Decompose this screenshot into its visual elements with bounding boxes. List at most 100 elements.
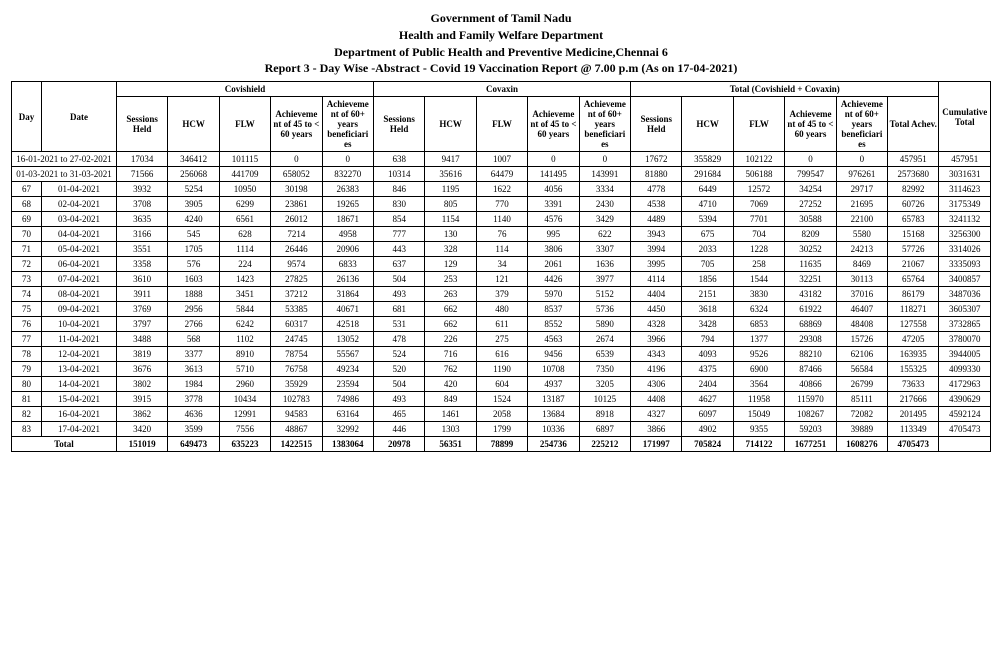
cs-flw: FLW <box>219 97 270 152</box>
day-cell: 78 <box>12 347 42 362</box>
data-cell: 85111 <box>836 392 887 407</box>
data-cell: 3806 <box>528 242 579 257</box>
data-cell: 3944005 <box>939 347 991 362</box>
data-cell: 9574 <box>271 257 322 272</box>
data-cell: 37016 <box>836 287 887 302</box>
header-line1: Government of Tamil Nadu <box>11 10 991 27</box>
data-cell: 4627 <box>682 392 733 407</box>
data-cell: 74986 <box>322 392 373 407</box>
data-cell: 2573680 <box>888 167 939 182</box>
data-cell: 4778 <box>631 182 682 197</box>
data-cell: 777 <box>373 227 424 242</box>
day-cell: 74 <box>12 287 42 302</box>
date-cell: 12-04-2021 <box>41 347 116 362</box>
data-cell: 328 <box>425 242 476 257</box>
data-cell: 3429 <box>579 212 630 227</box>
data-cell: 68869 <box>785 317 836 332</box>
data-cell: 3031631 <box>939 167 991 182</box>
cv-hcw: HCW <box>425 97 476 152</box>
data-cell: 291684 <box>682 167 733 182</box>
data-cell: 60726 <box>888 197 939 212</box>
data-cell: 2956 <box>168 302 219 317</box>
data-cell: 4489 <box>631 212 682 227</box>
data-cell: 56351 <box>425 437 476 452</box>
data-cell: 3932 <box>116 182 167 197</box>
data-cell: 9417 <box>425 152 476 167</box>
data-cell: 1603 <box>168 272 219 287</box>
data-cell: 40671 <box>322 302 373 317</box>
data-cell: 441709 <box>219 167 270 182</box>
data-cell: 224 <box>219 257 270 272</box>
data-cell: 4592124 <box>939 407 991 422</box>
data-cell: 6299 <box>219 197 270 212</box>
data-cell: 1190 <box>476 362 527 377</box>
data-cell: 65764 <box>888 272 939 287</box>
date-cell: 02-04-2021 <box>41 197 116 212</box>
data-cell: 4937 <box>528 377 579 392</box>
data-cell: 1544 <box>733 272 784 287</box>
data-cell: 3819 <box>116 347 167 362</box>
data-cell: 3995 <box>631 257 682 272</box>
data-cell: 35616 <box>425 167 476 182</box>
data-cell: 3166 <box>116 227 167 242</box>
data-cell: 101115 <box>219 152 270 167</box>
data-cell: 9526 <box>733 347 784 362</box>
data-cell: 5710 <box>219 362 270 377</box>
data-cell: 114 <box>476 242 527 257</box>
data-cell: 443 <box>373 242 424 257</box>
data-cell: 805 <box>425 197 476 212</box>
data-cell: 379 <box>476 287 527 302</box>
data-cell: 3599 <box>168 422 219 437</box>
data-cell: 3943 <box>631 227 682 242</box>
day-cell: 75 <box>12 302 42 317</box>
data-cell: 705824 <box>682 437 733 452</box>
data-cell: 32992 <box>322 422 373 437</box>
data-cell: 121 <box>476 272 527 287</box>
data-cell: 141495 <box>528 167 579 182</box>
data-cell: 4196 <box>631 362 682 377</box>
data-cell: 24745 <box>271 332 322 347</box>
cv-60: Achieveme nt of 60+ years beneficiari es <box>579 97 630 152</box>
table-row: 7307-04-20213610160314232782526136504253… <box>12 272 991 287</box>
data-cell: 4404 <box>631 287 682 302</box>
data-cell: 846 <box>373 182 424 197</box>
data-cell: 3977 <box>579 272 630 287</box>
table-row: 7408-04-20213911188834513721231864493263… <box>12 287 991 302</box>
data-cell: 1461 <box>425 407 476 422</box>
data-cell: 794 <box>682 332 733 347</box>
data-cell: 3780070 <box>939 332 991 347</box>
day-cell: 83 <box>12 422 42 437</box>
data-cell: 64479 <box>476 167 527 182</box>
data-cell: 1422515 <box>271 437 322 452</box>
data-cell: 4343 <box>631 347 682 362</box>
data-cell: 163935 <box>888 347 939 362</box>
data-cell: 1608276 <box>836 437 887 452</box>
data-cell: 59203 <box>785 422 836 437</box>
data-cell: 21695 <box>836 197 887 212</box>
data-cell: 3635 <box>116 212 167 227</box>
data-cell: 26799 <box>836 377 887 392</box>
data-cell: 102783 <box>271 392 322 407</box>
data-cell: 6897 <box>579 422 630 437</box>
data-cell: 1636 <box>579 257 630 272</box>
data-cell: 4093 <box>682 347 733 362</box>
table-row: 8216-04-20213862463612991945836316446514… <box>12 407 991 422</box>
data-cell: 22100 <box>836 212 887 227</box>
data-cell: 611 <box>476 317 527 332</box>
data-cell: 6324 <box>733 302 784 317</box>
data-cell: 8537 <box>528 302 579 317</box>
data-cell: 11958 <box>733 392 784 407</box>
data-cell <box>939 437 991 452</box>
t-45: Achieveme nt of 45 to < 60 years <box>785 97 836 152</box>
data-cell: 2430 <box>579 197 630 212</box>
data-cell: 704 <box>733 227 784 242</box>
data-cell: 1524 <box>476 392 527 407</box>
data-cell: 3778 <box>168 392 219 407</box>
data-cell: 21067 <box>888 257 939 272</box>
header-line2: Health and Family Welfare Department <box>11 27 991 44</box>
data-cell: 637 <box>373 257 424 272</box>
date-cell: 09-04-2021 <box>41 302 116 317</box>
data-cell: 4705473 <box>939 422 991 437</box>
data-cell: 39889 <box>836 422 887 437</box>
data-cell: 30113 <box>836 272 887 287</box>
